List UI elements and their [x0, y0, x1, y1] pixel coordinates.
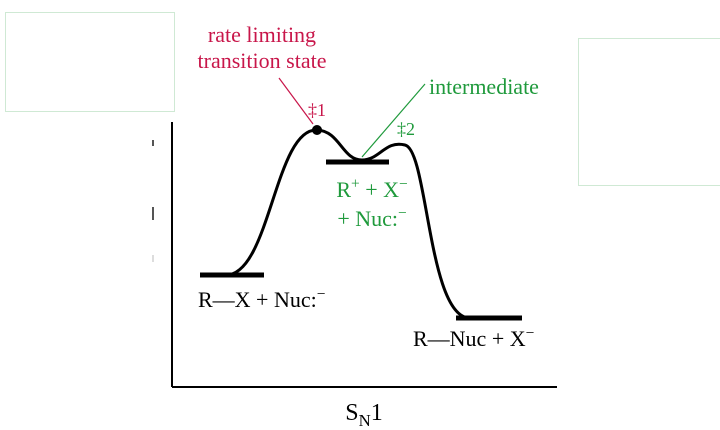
energy-curve	[225, 128, 471, 320]
products-label: R—Nuc + X−	[413, 324, 535, 351]
intermediate-species-line1: R+ + X−	[336, 175, 408, 202]
intermediate-species-line2: + Nuc:−	[337, 204, 407, 231]
ts1-number: 1	[317, 100, 326, 120]
intermediate-species: R+ + X− + Nuc:−	[336, 176, 407, 233]
transition-state-1-dot	[312, 125, 322, 135]
ts2-number: 2	[406, 119, 415, 139]
reactants-label: R—X + Nuc:−	[198, 285, 326, 312]
overlay-box-left	[5, 12, 175, 112]
rate-limiting-line2: transition state	[197, 47, 327, 73]
rate-limiting-line1: rate limiting	[207, 22, 317, 47]
x-axis-label: SN1	[345, 400, 383, 430]
double-dagger-1: ‡	[308, 100, 317, 120]
double-dagger-2: ‡	[397, 119, 406, 139]
rate-limiting-label: rate limiting transition state	[198, 22, 327, 74]
rate-limiting-leader-line	[278, 77, 314, 125]
overlay-box-right	[578, 38, 720, 186]
transition-state-1-label: ‡1	[308, 101, 326, 119]
transition-state-2-label: ‡2	[397, 120, 415, 138]
intermediate-leader-line	[361, 83, 426, 158]
intermediate-label: intermediate	[429, 74, 539, 99]
